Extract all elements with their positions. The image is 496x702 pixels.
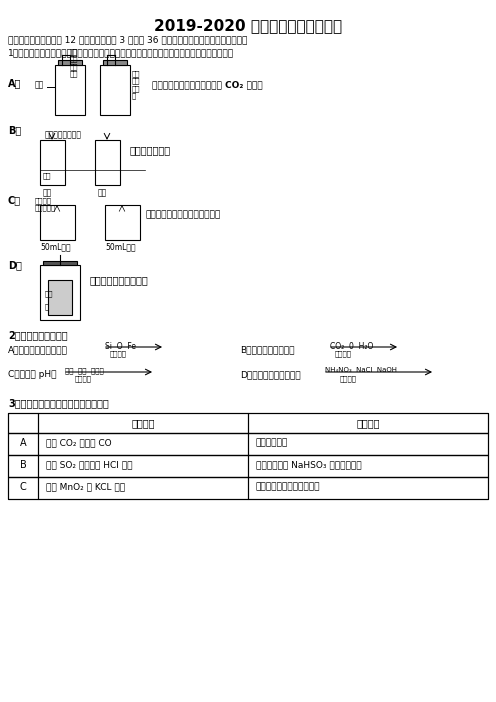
Text: 由高到低: 由高到低 <box>335 350 352 357</box>
Bar <box>248 477 488 499</box>
Bar <box>248 433 488 455</box>
Text: A．: A． <box>8 78 21 88</box>
Text: 探究温度对分子运动快慢的影响: 探究温度对分子运动快慢的影响 <box>145 210 220 219</box>
Bar <box>103 60 127 65</box>
Bar <box>38 455 248 477</box>
Bar <box>40 205 75 240</box>
Bar <box>248 455 488 477</box>
Text: 1．对比实验是实验探究的一种重要方法，下列实验方案的设计中，没有利用对比实验方法的是: 1．对比实验是实验探究的一种重要方法，下列实验方案的设计中，没有利用对比实验方法… <box>8 48 234 57</box>
Text: 除去 CO₂ 中少量 CO: 除去 CO₂ 中少量 CO <box>46 438 112 447</box>
Text: 由多到少: 由多到少 <box>110 350 127 357</box>
Text: 人体
呼出
的气
体: 人体 呼出 的气 体 <box>132 70 140 100</box>
Text: 50mL热水: 50mL热水 <box>105 242 135 251</box>
Bar <box>105 205 140 240</box>
Text: D．: D． <box>8 260 22 270</box>
Bar <box>95 140 120 185</box>
Bar <box>40 265 80 320</box>
Bar <box>40 140 65 185</box>
Text: CO₂  0  H₂O: CO₂ 0 H₂O <box>330 342 373 351</box>
Bar <box>43 261 77 265</box>
Text: 实验操作: 实验操作 <box>356 418 380 428</box>
Text: 硬水: 硬水 <box>43 188 52 197</box>
Text: 等量: 等量 <box>43 172 52 178</box>
Bar <box>38 477 248 499</box>
Text: B．: B． <box>8 125 21 135</box>
Bar <box>55 65 85 115</box>
Bar <box>8 455 488 477</box>
Text: 通入导管点燃: 通入导管点燃 <box>256 438 288 447</box>
Text: 测量空气中氧气的含量: 测量空气中氧气的含量 <box>90 275 149 285</box>
Bar <box>8 477 488 499</box>
Text: 分离 MnO₂ 和 KCL 固体: 分离 MnO₂ 和 KCL 固体 <box>46 482 125 491</box>
Bar <box>8 413 488 433</box>
Text: 2．下列排序正确的是: 2．下列排序正确的是 <box>8 330 67 340</box>
Bar <box>8 433 488 455</box>
Text: A: A <box>20 438 26 448</box>
Text: 由多到少: 由多到少 <box>340 375 357 382</box>
Text: 一粒相同
大小的品红: 一粒相同 大小的品红 <box>35 197 56 211</box>
Text: C．: C． <box>8 195 21 205</box>
Text: C．溶液的 pH：: C．溶液的 pH： <box>8 370 57 379</box>
Text: 50mL冷水: 50mL冷水 <box>40 242 70 251</box>
Text: NH₄NO₃  NaCl  NaOH: NH₄NO₃ NaCl NaOH <box>325 367 397 373</box>
Text: 软水: 软水 <box>98 188 107 197</box>
Bar <box>58 60 82 65</box>
Bar <box>248 413 488 433</box>
Text: 由大到小: 由大到小 <box>75 375 92 382</box>
Text: 加入等量的肥皂水: 加入等量的肥皂水 <box>45 130 82 139</box>
Text: C: C <box>20 482 26 492</box>
Text: 加足量水溶解，过滤，干燥: 加足量水溶解，过滤，干燥 <box>256 482 320 491</box>
Bar <box>38 413 248 433</box>
Bar <box>8 413 38 433</box>
Text: 实验目的: 实验目的 <box>131 418 155 428</box>
Bar <box>48 280 72 315</box>
Text: 一、选择题（本题包括 12 个小题，每小题 3 分，共 36 分，每小题只有一个选项符合题意）: 一、选择题（本题包括 12 个小题，每小题 3 分，共 36 分，每小题只有一个… <box>8 35 248 44</box>
Text: B: B <box>20 460 26 470</box>
Bar <box>8 433 38 455</box>
Text: 水: 水 <box>45 303 49 310</box>
Bar <box>100 65 130 115</box>
Text: A．地壳中元素的含量：: A．地壳中元素的含量： <box>8 345 68 354</box>
Text: 除去 SO₂ 中的少量 HCl 气体: 除去 SO₂ 中的少量 HCl 气体 <box>46 460 132 469</box>
Bar <box>38 433 248 455</box>
Text: 区分硬水和软水: 区分硬水和软水 <box>130 145 171 155</box>
Text: 3．下列实验操作或方法可行的是（）: 3．下列实验操作或方法可行的是（） <box>8 398 109 408</box>
Text: D．溶解时放出的热量：: D．溶解时放出的热量： <box>240 370 301 379</box>
Text: 红磷: 红磷 <box>45 290 54 297</box>
Text: 空气: 空气 <box>35 81 44 89</box>
Text: Si  O  Fe: Si O Fe <box>105 342 136 351</box>
Text: B．碳元素的化合价：: B．碳元素的化合价： <box>240 345 295 354</box>
Text: 先后通过饱和 NaHSO₃ 溶液和浓硫酸: 先后通过饱和 NaHSO₃ 溶液和浓硫酸 <box>256 460 362 469</box>
Text: 比较空气与人体呼出的气体中 CO₂ 的含量: 比较空气与人体呼出的气体中 CO₂ 的含量 <box>152 80 262 89</box>
Bar <box>8 477 38 499</box>
Bar <box>8 455 38 477</box>
Text: 2019-2020 学年中考化学模拟试卷: 2019-2020 学年中考化学模拟试卷 <box>154 18 342 33</box>
Text: 汽水  精水  肥皂水: 汽水 精水 肥皂水 <box>65 367 104 373</box>
Text: 等量
的澄
清石
灰水: 等量 的澄 清石 灰水 <box>70 48 78 77</box>
